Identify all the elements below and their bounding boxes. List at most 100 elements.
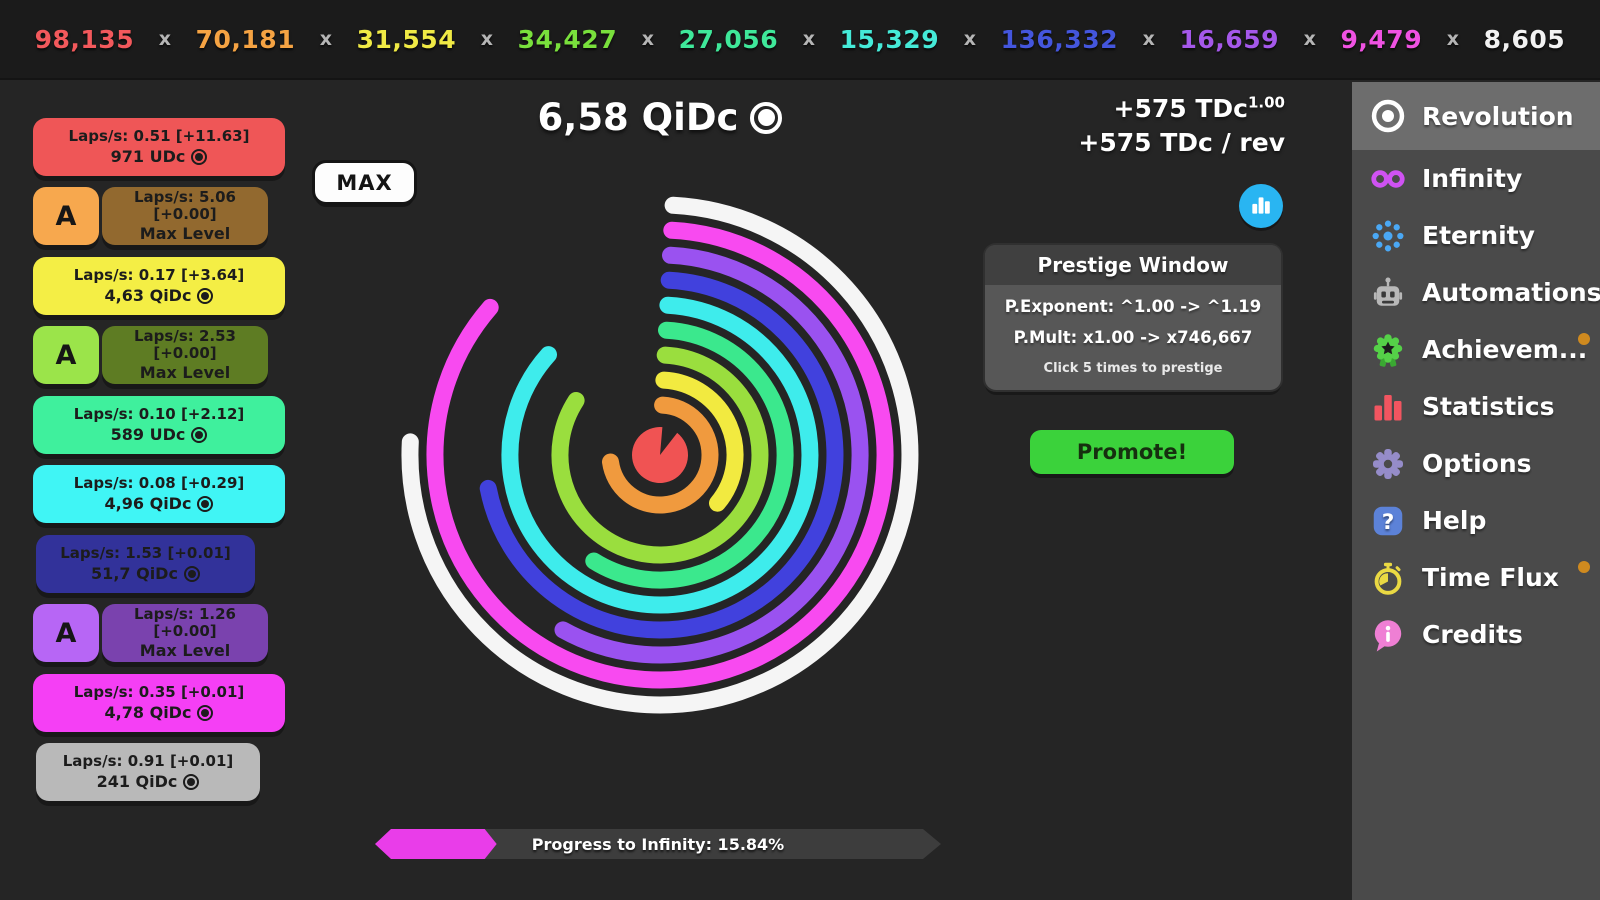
generator-cost-label: 4,96 QiDc — [33, 495, 285, 513]
sidebar: Revolution Infinity Eternity — [1352, 82, 1600, 900]
sidebar-item-label: Achievem... — [1422, 335, 1588, 364]
generator-laps-label: Laps/s: 5.06 [+0.00] — [134, 188, 236, 223]
multiplier-separator: x — [963, 28, 976, 50]
multiplier-value: 16,659 — [1179, 24, 1279, 54]
currency-amount: 6,58 QiDc — [537, 96, 739, 139]
multiplier-separator: x — [480, 28, 493, 50]
statistics-icon — [1369, 388, 1407, 426]
promote-button[interactable]: Promote! — [1030, 430, 1234, 474]
sidebar-item-timeflux[interactable]: Time Flux — [1352, 549, 1600, 606]
generator-laps-label: Laps/s: 0.10 [+2.12] — [73, 405, 245, 424]
sidebar-item-label: Statistics — [1422, 392, 1555, 421]
ring-core — [632, 426, 689, 483]
sidebar-item-eternity[interactable]: Eternity — [1352, 207, 1600, 264]
prestige-title: Prestige Window — [985, 245, 1281, 285]
multiplier-separator: x — [158, 28, 171, 50]
revolution-currency-icon — [197, 495, 214, 512]
revolution-currency-icon — [183, 565, 200, 582]
generator-button[interactable]: Laps/s: 0.35 [+0.01] 4,78 QiDc — [33, 674, 285, 732]
chart-toggle-button[interactable] — [1239, 184, 1283, 228]
sidebar-item-automations[interactable]: Automations — [1352, 264, 1600, 321]
prestige-exponent-line: P.Exponent: ^1.00 -> ^1.19 — [1004, 297, 1262, 316]
ring-arc — [655, 371, 744, 512]
multiplier-value: 31,554 — [356, 24, 457, 54]
notification-dot — [1578, 561, 1590, 573]
sidebar-item-label: Eternity — [1422, 221, 1535, 250]
ring-arc — [602, 396, 719, 514]
ring-arc — [479, 271, 844, 639]
sidebar-item-label: Revolution — [1422, 101, 1574, 131]
generator-button[interactable]: Laps/s: 0.51 [+11.63] 971 UDc — [33, 118, 285, 176]
infinity-icon — [1369, 160, 1407, 198]
prestige-hint: Click 5 times to prestige — [1043, 361, 1223, 376]
sidebar-item-options[interactable]: Options — [1352, 435, 1600, 492]
auto-toggle-button[interactable]: A — [33, 326, 99, 384]
generator-button[interactable]: Laps/s: 0.17 [+3.64] 4,63 QiDc — [33, 257, 285, 315]
sidebar-item-statistics[interactable]: Statistics — [1352, 378, 1600, 435]
prestige-mult-line: P.Mult: x1.00 -> x746,667 — [1013, 328, 1253, 347]
prestige-window: Prestige Window P.Exponent: ^1.00 -> ^1.… — [985, 245, 1281, 390]
multiplier-value: 15,329 — [839, 24, 940, 54]
sidebar-item-infinity[interactable]: Infinity — [1352, 150, 1600, 207]
revolution-currency-icon — [197, 704, 214, 721]
generator-button[interactable]: Laps/s: 1.26 [+0.00] Max Level — [102, 604, 268, 662]
revolution-rings[interactable] — [390, 180, 950, 740]
stopwatch-icon — [1369, 559, 1407, 597]
sidebar-item-achievements[interactable]: Achievem... — [1352, 321, 1600, 378]
ring-arc — [426, 221, 894, 689]
multiplier-value: 70,181 — [195, 24, 296, 54]
generator-button[interactable]: Laps/s: 0.91 [+0.01] 241 QiDc — [36, 743, 260, 801]
generator-button[interactable]: Laps/s: 1.53 [+0.01] 51,7 QiDc — [36, 535, 255, 593]
multiplier-separator: x — [1303, 28, 1316, 50]
revenue-exponent: 1.00 — [1247, 93, 1285, 112]
auto-toggle-button[interactable]: A — [33, 604, 99, 662]
ring-arc — [501, 296, 819, 614]
generator-button[interactable]: Laps/s: 2.53 [+0.00] Max Level — [102, 326, 268, 384]
max-buy-button[interactable]: MAX — [315, 163, 414, 202]
ring-arc — [401, 196, 919, 714]
multiplier-separator: x — [802, 28, 815, 50]
multiplier-value: 27,056 — [678, 24, 779, 54]
sidebar-item-credits[interactable]: Credits — [1352, 606, 1600, 663]
generator-laps-label: Laps/s: 0.17 [+3.64] — [73, 266, 245, 285]
multiplier-value: 9,479 — [1340, 24, 1423, 54]
sidebar-item-revolution[interactable]: Revolution — [1352, 82, 1600, 150]
generator-laps-label: Laps/s: 0.35 [+0.01] — [73, 683, 245, 702]
generator-button[interactable]: Laps/s: 5.06 [+0.00] Max Level — [102, 187, 268, 245]
generator-laps-label: Laps/s: 2.53 [+0.00] — [134, 327, 236, 362]
revolution-currency-icon — [191, 426, 208, 443]
svg-text:?: ? — [1382, 510, 1395, 535]
current-currency-title: 6,58 QiDc — [430, 96, 890, 139]
generator-cost-label: 4,78 QiDc — [33, 704, 285, 722]
generator-cost-label: Max Level — [139, 641, 231, 661]
sidebar-item-label: Automations — [1422, 278, 1600, 307]
revenue-per-rev: +575 TDc / rev — [1078, 127, 1285, 157]
multiplier-value: 98,135 — [34, 24, 135, 54]
ring-arc — [551, 346, 769, 564]
generator-cost-label: Max Level — [139, 224, 231, 244]
ring-arc — [585, 321, 794, 589]
generator-button[interactable]: Laps/s: 0.10 [+2.12] 589 UDc — [33, 396, 285, 454]
sidebar-item-help[interactable]: ? Help — [1352, 492, 1600, 549]
multiplier-separator: x — [1446, 28, 1459, 50]
multiplier-separator: x — [319, 28, 332, 50]
bar-chart-icon — [1248, 192, 1274, 221]
ring-arc — [554, 246, 869, 664]
multiplier-value: 8,605 — [1483, 24, 1566, 54]
infinity-progress-bar: Progress to Infinity: 15.84% — [375, 829, 941, 859]
revolution-currency-icon — [183, 773, 200, 790]
progress-fill — [375, 829, 497, 859]
sidebar-item-label: Credits — [1422, 620, 1523, 649]
generator-laps-label: Laps/s: 0.08 [+0.29] — [73, 474, 245, 493]
revolution-currency-icon — [750, 101, 783, 134]
generator-button[interactable]: Laps/s: 0.08 [+0.29] 4,96 QiDc — [33, 465, 285, 523]
sidebar-item-label: Infinity — [1422, 164, 1523, 193]
multiplier-value: 34,427 — [517, 24, 618, 54]
eternity-icon — [1369, 217, 1407, 255]
auto-toggle-button[interactable]: A — [33, 187, 99, 245]
progress-label: Progress to Infinity: 15.84% — [531, 834, 785, 854]
sidebar-item-label: Time Flux — [1422, 563, 1559, 592]
generator-cost-label: 4,63 QiDc — [33, 287, 285, 305]
multiplier-value: 136,332 — [1000, 24, 1118, 54]
gear-icon — [1369, 445, 1407, 483]
